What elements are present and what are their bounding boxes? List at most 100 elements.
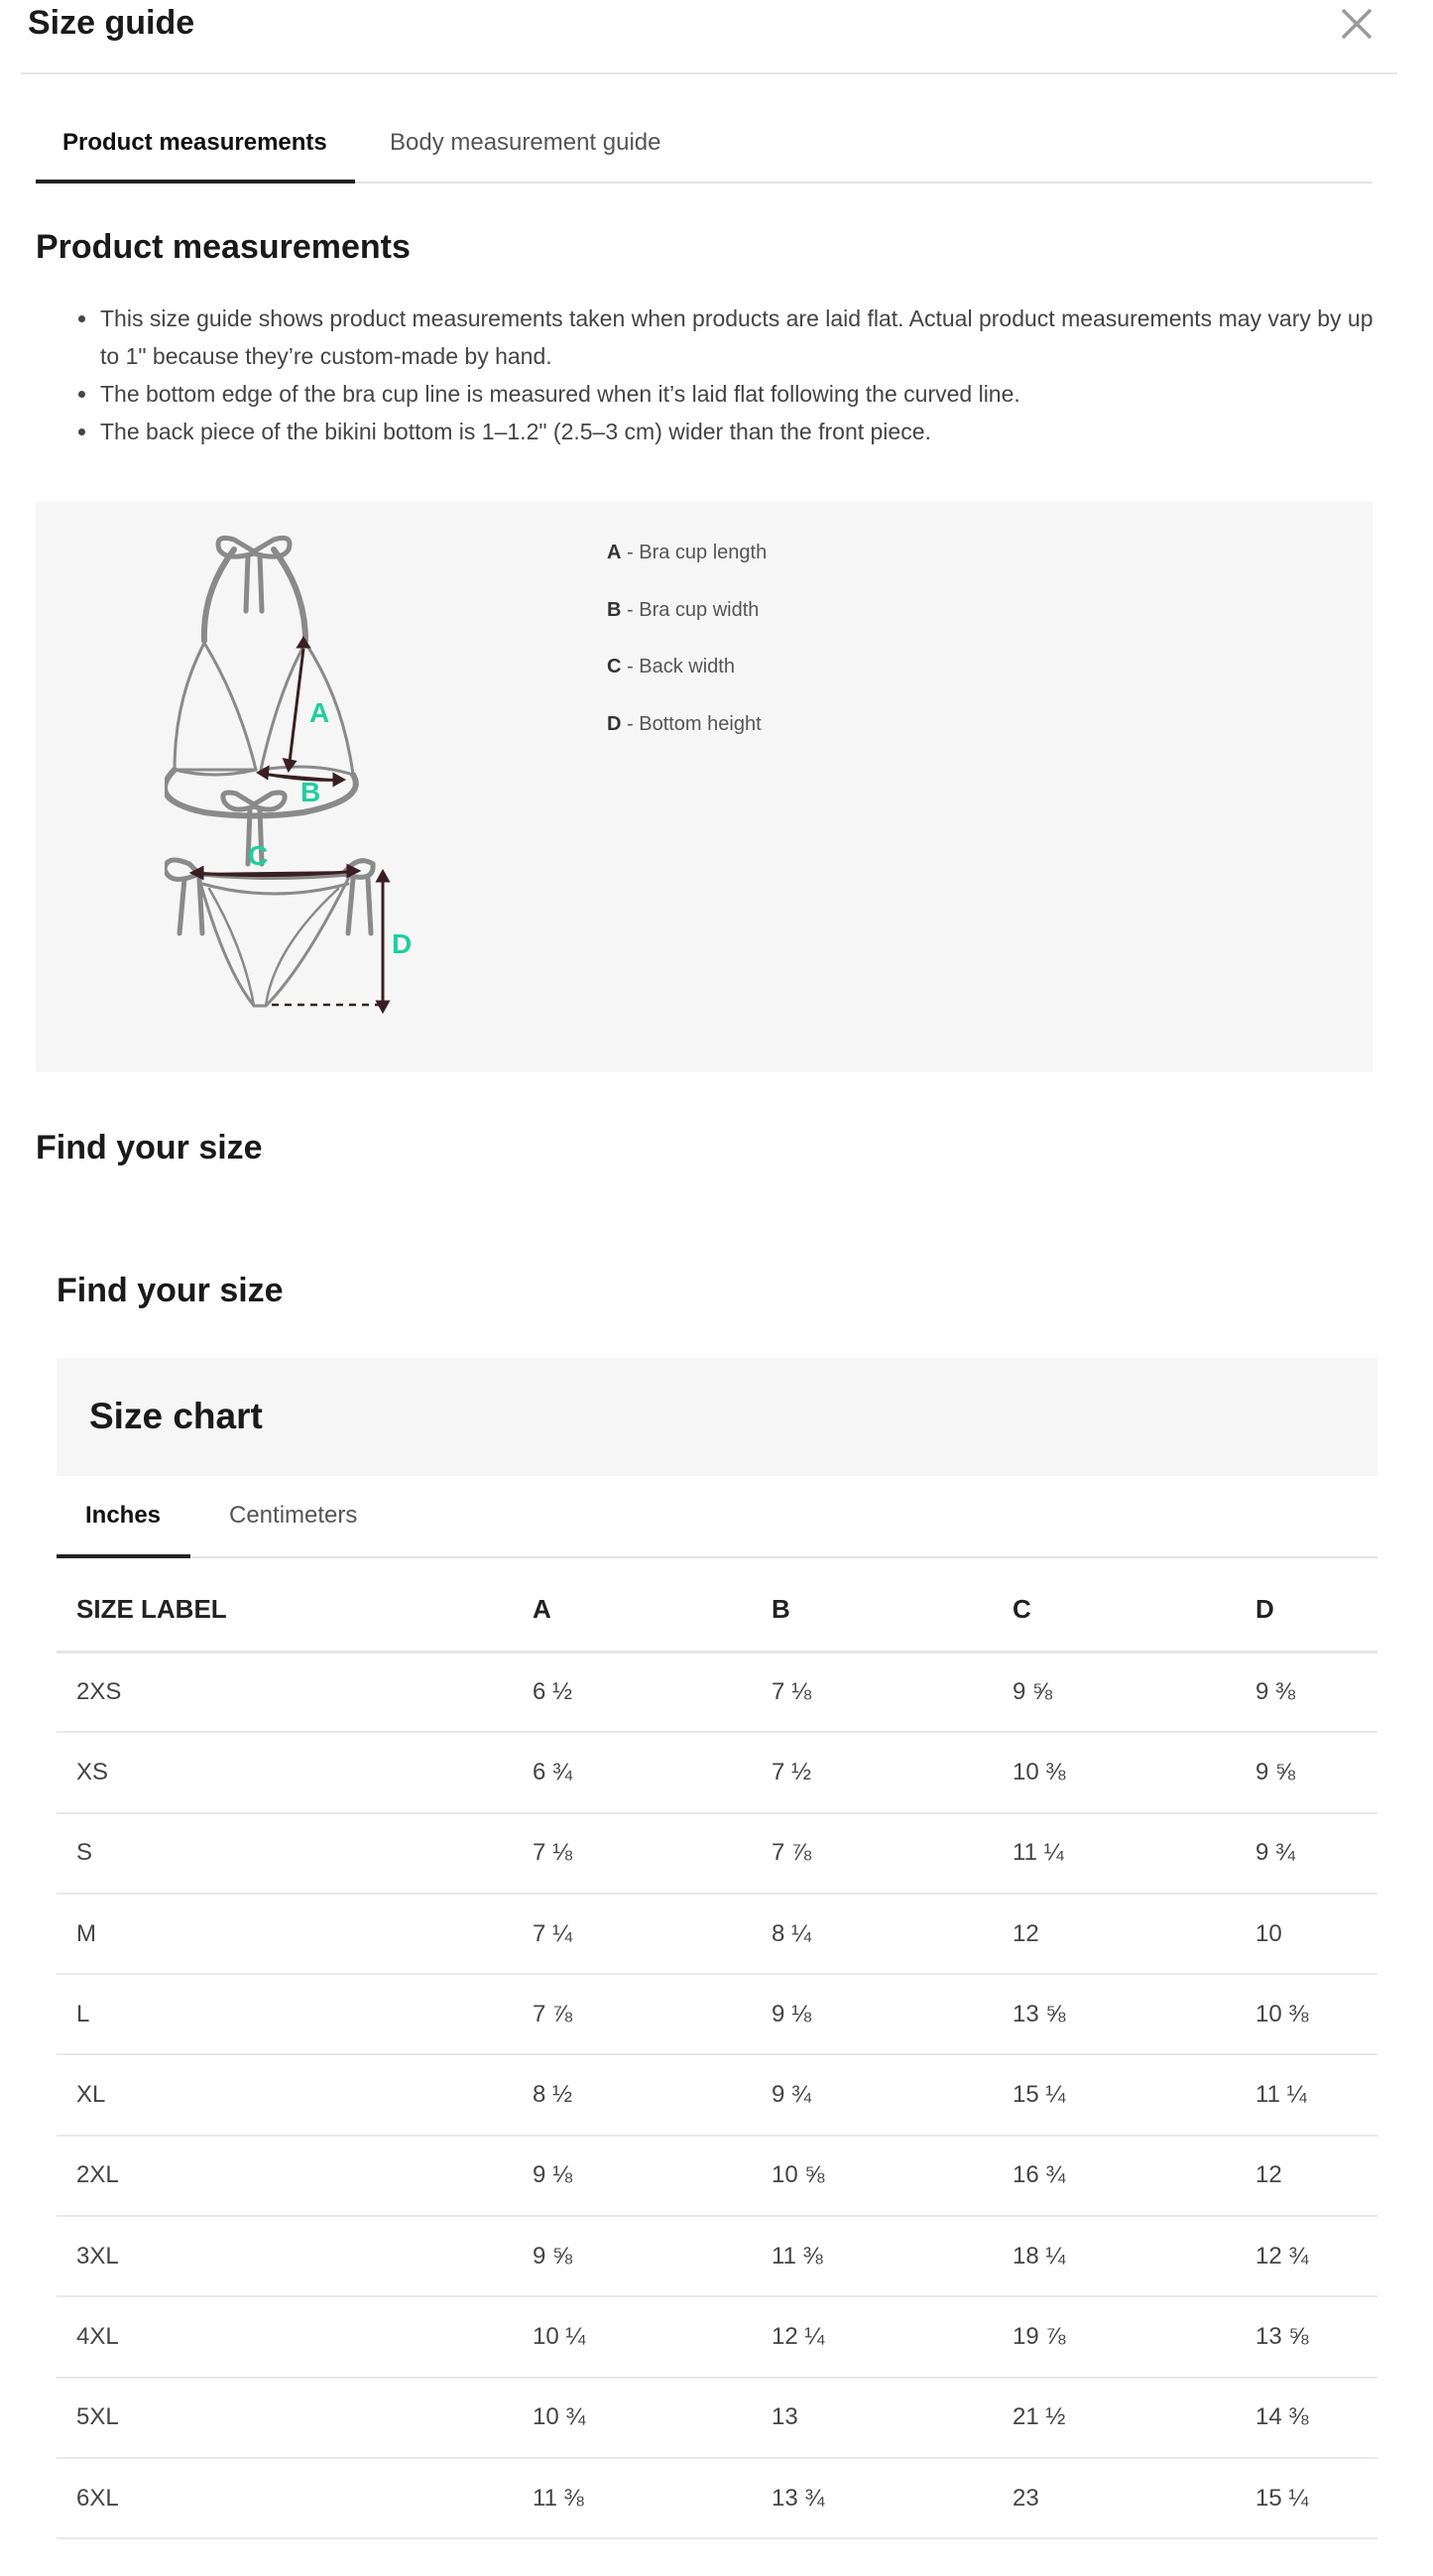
tab-product-measurements[interactable]: Product measurements xyxy=(62,129,327,156)
column-header: D xyxy=(1255,1569,1377,1654)
table-cell: 13 xyxy=(772,2377,1013,2459)
header-divider xyxy=(21,72,1397,74)
column-header: B xyxy=(772,1569,1013,1654)
table-cell: 9 ⅝ xyxy=(1255,1732,1377,1814)
marker-a: A xyxy=(309,697,329,728)
tab-centimeters[interactable]: Centimeters xyxy=(229,1502,358,1529)
table-cell: 9 ⅝ xyxy=(533,2216,772,2298)
table-cell: 9 ⅝ xyxy=(1013,1652,1255,1734)
close-button[interactable] xyxy=(1337,2,1376,46)
table-cell: 16 ¾ xyxy=(1013,2135,1255,2218)
table-cell: 11 ¼ xyxy=(1255,2054,1377,2137)
size-chart-title: Size chart xyxy=(89,1396,263,1436)
marker-c: C xyxy=(248,840,268,871)
table-cell: 7 ⅛ xyxy=(772,1652,1013,1734)
legend-item: A - Bra cup length xyxy=(607,542,768,563)
size-chart-header: Size chart xyxy=(57,1358,1377,1476)
table-cell: 7 ½ xyxy=(772,1732,1013,1814)
column-header: C xyxy=(1013,1569,1255,1654)
tab-inches[interactable]: Inches xyxy=(85,1502,162,1529)
table-cell: 14 ⅜ xyxy=(1255,2377,1377,2459)
table-cell: 4XL xyxy=(57,2296,533,2379)
table-cell: S xyxy=(57,1812,533,1895)
measurement-diagram-panel: A B C D xyxy=(36,502,1373,1072)
legend-item: C - Back width xyxy=(607,656,735,677)
table-cell: 7 ⅞ xyxy=(533,1974,772,2056)
table-cell: 10 ⅜ xyxy=(1255,1974,1377,2056)
table-cell: 13 ⅝ xyxy=(1255,2296,1377,2379)
column-header: A xyxy=(533,1569,772,1654)
table-cell: 7 ¼ xyxy=(533,1893,772,1976)
table-cell: 2XS xyxy=(57,1652,533,1734)
active-tab-indicator xyxy=(36,180,355,184)
measurement-notes: This size guide shows product measuremen… xyxy=(78,300,1387,450)
table-row: 6XL 11 ⅜ 13 ¾ 23 15 ¼ xyxy=(57,2457,1377,2540)
unit-tabs-divider xyxy=(57,1556,1377,1558)
table-cell: 6 ½ xyxy=(533,1652,772,1734)
table-cell: 15 ¼ xyxy=(1255,2457,1377,2540)
table-cell: 9 ⅛ xyxy=(533,2135,772,2218)
table-cell: 12 ¼ xyxy=(772,2296,1013,2379)
table-cell: 6XL xyxy=(57,2457,533,2540)
table-cell: 10 ¾ xyxy=(533,2377,772,2459)
marker-b: B xyxy=(300,777,320,807)
column-header: SIZE LABEL xyxy=(57,1569,533,1654)
bikini-diagram: A B C D xyxy=(165,535,412,1015)
table-cell: 9 ¾ xyxy=(1255,1812,1377,1895)
note-item: The bottom edge of the bra cup line is m… xyxy=(78,375,1387,413)
table-cell: 10 ¼ xyxy=(533,2296,772,2379)
legend-item: B - Bra cup width xyxy=(607,598,760,621)
table-cell: 5XL xyxy=(57,2377,533,2459)
table-cell: 8 ½ xyxy=(533,2054,772,2137)
table-cell: 15 ¼ xyxy=(1013,2054,1255,2137)
product-measurements-heading: Product measurements xyxy=(36,228,411,266)
table-cell: L xyxy=(57,1974,533,2056)
table-cell: 10 ⅝ xyxy=(772,2135,1013,2218)
table-cell: 9 ¾ xyxy=(772,2054,1013,2137)
table-cell: XL xyxy=(57,2054,533,2137)
table-cell: M xyxy=(57,1893,533,1976)
modal-title: Size guide xyxy=(28,4,195,42)
find-your-size-subheading: Find your size xyxy=(57,1272,284,1309)
table-cell: 7 ⅛ xyxy=(533,1812,772,1895)
tab-body-measurement-guide[interactable]: Body measurement guide xyxy=(390,129,661,156)
table-cell: XS xyxy=(57,1732,533,1814)
table-cell: 11 ¼ xyxy=(1013,1812,1255,1895)
table-cell: 11 ⅜ xyxy=(772,2216,1013,2298)
table-cell: 9 ⅜ xyxy=(1255,1652,1377,1734)
table-row: 2XL 9 ⅛ 10 ⅝ 16 ¾ 12 xyxy=(57,2135,1377,2218)
table-cell: 10 xyxy=(1255,1893,1377,1976)
note-item: The back piece of the bikini bottom is 1… xyxy=(78,413,1387,450)
marker-d: D xyxy=(392,928,412,959)
table-cell: 10 ⅜ xyxy=(1013,1732,1255,1814)
table-cell: 19 ⅞ xyxy=(1013,2296,1255,2379)
table-cell: 3XL xyxy=(57,2216,533,2298)
table-cell: 12 xyxy=(1013,1893,1255,1976)
find-your-size-heading: Find your size xyxy=(36,1129,263,1166)
measurement-legend: A - Bra cup length B - Bra cup width C -… xyxy=(607,542,767,770)
table-cell: 18 ¼ xyxy=(1013,2216,1255,2298)
legend-item: D - Bottom height xyxy=(607,712,762,735)
table-header-row: SIZE LABEL A B C D xyxy=(57,1569,1377,1654)
close-x-icon xyxy=(1341,8,1373,40)
table-row: 4XL 10 ¼ 12 ¼ 19 ⅞ 13 ⅝ xyxy=(57,2296,1377,2379)
active-unit-indicator xyxy=(57,1554,190,1558)
note-item: This size guide shows product measuremen… xyxy=(78,300,1387,375)
table-cell: 2XL xyxy=(57,2135,533,2218)
table-cell: 6 ¾ xyxy=(533,1732,772,1814)
table-cell: 13 ¾ xyxy=(772,2457,1013,2540)
table-cell: 13 ⅝ xyxy=(1013,1974,1255,2056)
table-cell: 8 ¼ xyxy=(772,1893,1013,1976)
table-row: 5XL 10 ¾ 13 21 ½ 14 ⅜ xyxy=(57,2377,1377,2459)
table-row: 3XL 9 ⅝ 11 ⅜ 18 ¼ 12 ¾ xyxy=(57,2216,1377,2298)
table-cell: 23 xyxy=(1013,2457,1255,2540)
table-cell: 9 ⅛ xyxy=(772,1974,1013,2056)
table-cell: 11 ⅜ xyxy=(533,2457,772,2540)
